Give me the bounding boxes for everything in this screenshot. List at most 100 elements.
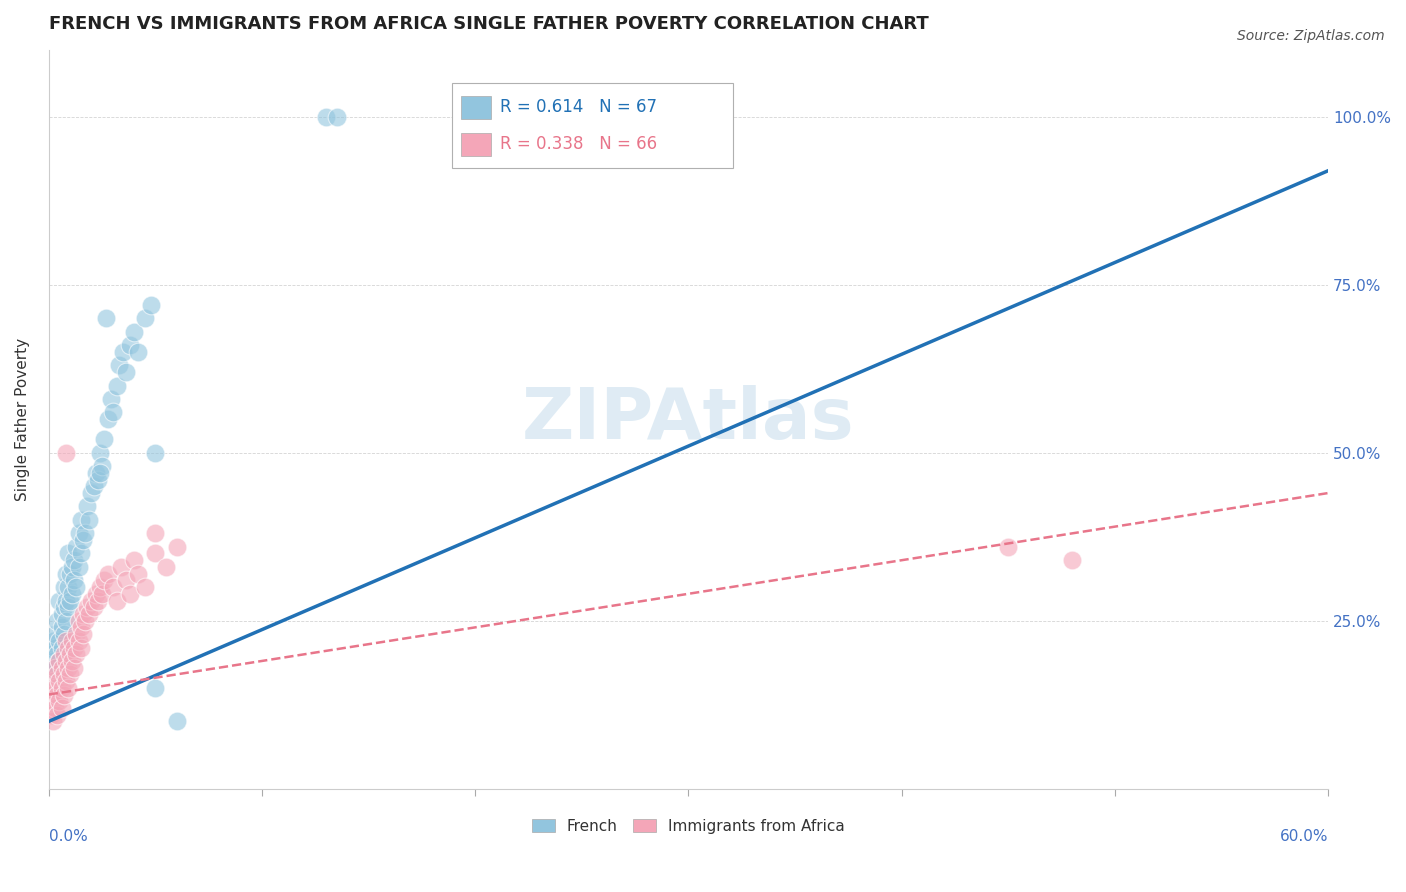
- Point: [55, 566, 77, 581]
- Text: R = 0.338   N = 66: R = 0.338 N = 66: [501, 136, 658, 153]
- Point: [55, 674, 77, 689]
- Point: [77, 513, 100, 527]
- Point: [55, 593, 77, 607]
- Point: [46, 667, 69, 681]
- Point: [52, 627, 75, 641]
- Point: [56, 640, 79, 655]
- Point: [89, 466, 111, 480]
- Point: [997, 540, 1019, 554]
- Point: [69, 620, 91, 634]
- Legend: French, Immigrants from Africa: French, Immigrants from Africa: [526, 813, 851, 840]
- FancyBboxPatch shape: [451, 83, 733, 168]
- Point: [145, 681, 167, 695]
- Point: [59, 566, 82, 581]
- Point: [105, 593, 128, 607]
- Point: [51, 620, 73, 634]
- Point: [59, 667, 82, 681]
- Point: [93, 433, 115, 447]
- Point: [166, 540, 188, 554]
- Point: [315, 110, 337, 124]
- Point: [55, 654, 77, 668]
- Text: FRENCH VS IMMIGRANTS FROM AFRICA SINGLE FATHER POVERTY CORRELATION CHART: FRENCH VS IMMIGRANTS FROM AFRICA SINGLE …: [49, 15, 928, 33]
- Point: [56, 580, 79, 594]
- Point: [52, 688, 75, 702]
- Point: [118, 587, 141, 601]
- Point: [80, 593, 103, 607]
- Point: [59, 647, 82, 661]
- Point: [44, 661, 66, 675]
- Point: [73, 526, 96, 541]
- Point: [80, 486, 103, 500]
- Point: [44, 640, 66, 655]
- Point: [56, 547, 79, 561]
- Point: [89, 446, 111, 460]
- Point: [1062, 553, 1084, 567]
- Point: [105, 378, 128, 392]
- Point: [39, 688, 62, 702]
- Point: [592, 110, 614, 124]
- Point: [145, 446, 167, 460]
- Point: [63, 574, 86, 588]
- Point: [139, 298, 162, 312]
- Text: Source: ZipAtlas.com: Source: ZipAtlas.com: [1237, 29, 1385, 43]
- Point: [42, 714, 65, 729]
- Point: [72, 533, 94, 547]
- Point: [69, 640, 91, 655]
- Point: [101, 405, 124, 419]
- Point: [63, 640, 86, 655]
- Point: [42, 694, 65, 708]
- Point: [67, 614, 90, 628]
- Point: [65, 627, 87, 641]
- Point: [84, 466, 107, 480]
- Y-axis label: Single Father Poverty: Single Father Poverty: [15, 338, 30, 500]
- Point: [97, 412, 120, 426]
- Point: [52, 667, 75, 681]
- Point: [97, 566, 120, 581]
- Point: [166, 714, 188, 729]
- Point: [72, 627, 94, 641]
- Text: R = 0.614   N = 67: R = 0.614 N = 67: [501, 98, 658, 117]
- Point: [52, 580, 75, 594]
- Point: [96, 311, 118, 326]
- Point: [39, 707, 62, 722]
- Point: [46, 614, 69, 628]
- Point: [76, 600, 98, 615]
- Point: [155, 560, 177, 574]
- Point: [44, 681, 66, 695]
- Point: [83, 600, 105, 615]
- Point: [51, 701, 73, 715]
- Point: [48, 654, 70, 668]
- Point: [110, 560, 132, 574]
- Text: 0.0%: 0.0%: [49, 830, 87, 844]
- Point: [114, 365, 136, 379]
- Point: [55, 633, 77, 648]
- Point: [56, 681, 79, 695]
- Point: [60, 654, 83, 668]
- Point: [60, 633, 83, 648]
- Point: [69, 513, 91, 527]
- Point: [51, 681, 73, 695]
- Point: [44, 701, 66, 715]
- Point: [77, 607, 100, 621]
- Point: [67, 560, 90, 574]
- Text: ZIPAtlas: ZIPAtlas: [522, 384, 855, 454]
- Point: [72, 607, 94, 621]
- Point: [60, 587, 83, 601]
- Point: [48, 593, 70, 607]
- Point: [101, 580, 124, 594]
- Point: [93, 574, 115, 588]
- Point: [44, 627, 66, 641]
- Point: [51, 607, 73, 621]
- Point: [44, 661, 66, 675]
- Point: [48, 633, 70, 648]
- FancyBboxPatch shape: [461, 133, 492, 156]
- Point: [145, 547, 167, 561]
- Point: [76, 500, 98, 514]
- Point: [87, 473, 110, 487]
- Point: [48, 674, 70, 689]
- Point: [52, 600, 75, 615]
- Point: [118, 338, 141, 352]
- FancyBboxPatch shape: [461, 95, 492, 120]
- Point: [65, 540, 87, 554]
- Point: [122, 325, 145, 339]
